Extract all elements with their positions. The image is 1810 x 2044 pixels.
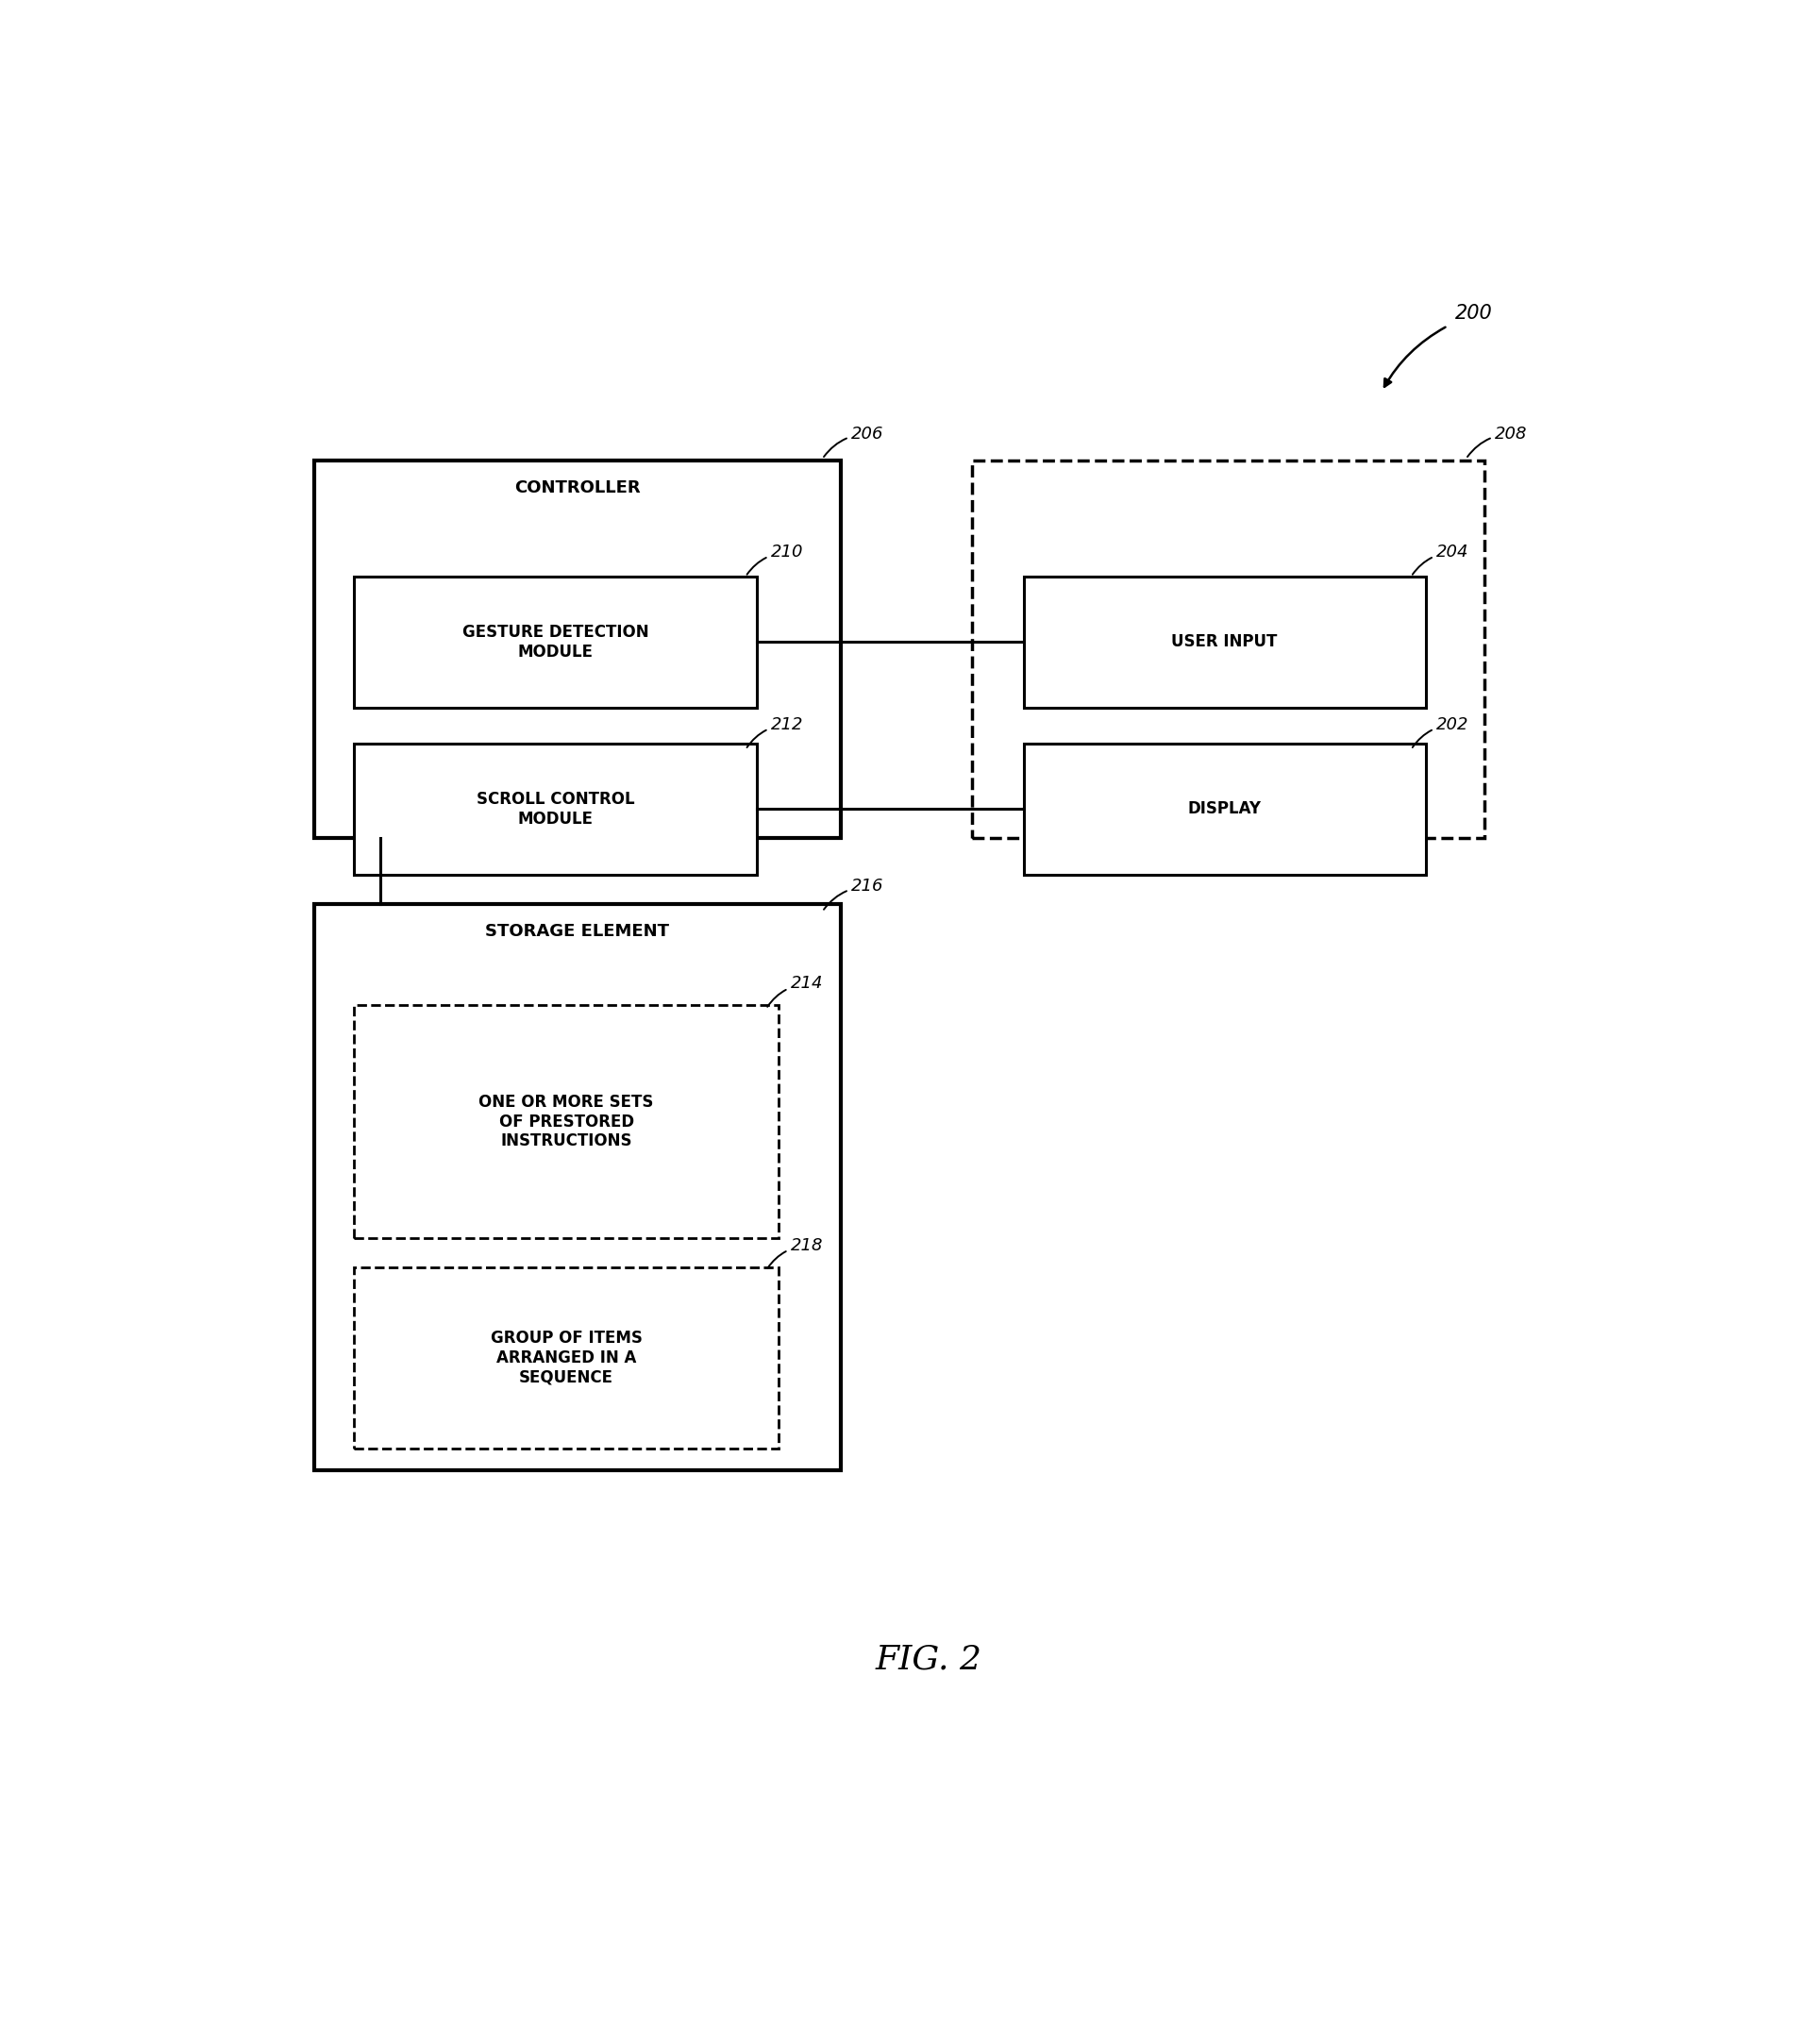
Text: FIG. 2: FIG. 2: [874, 1643, 981, 1676]
Text: 206: 206: [824, 425, 883, 456]
Text: 202: 202: [1412, 715, 1470, 748]
Text: CONTROLLER: CONTROLLER: [514, 480, 641, 497]
Bar: [1023, 744, 1426, 875]
Text: 214: 214: [767, 975, 824, 1008]
Bar: [355, 1267, 778, 1449]
Text: 200: 200: [1455, 303, 1493, 323]
Bar: [355, 576, 757, 707]
Text: GROUP OF ITEMS
ARRANGED IN A
SEQUENCE: GROUP OF ITEMS ARRANGED IN A SEQUENCE: [491, 1331, 643, 1386]
Text: 210: 210: [748, 544, 804, 574]
Bar: [355, 1006, 778, 1239]
Bar: [313, 460, 840, 838]
Text: SCROLL CONTROL
MODULE: SCROLL CONTROL MODULE: [476, 791, 635, 828]
Bar: [1023, 576, 1426, 707]
Text: USER INPUT: USER INPUT: [1171, 634, 1278, 650]
Bar: [355, 744, 757, 875]
Text: 204: 204: [1412, 544, 1470, 574]
Text: ONE OR MORE SETS
OF PRESTORED
INSTRUCTIONS: ONE OR MORE SETS OF PRESTORED INSTRUCTIO…: [480, 1094, 653, 1149]
Text: 208: 208: [1468, 425, 1528, 456]
Text: STORAGE ELEMENT: STORAGE ELEMENT: [485, 922, 670, 940]
Bar: [972, 460, 1484, 838]
Text: 212: 212: [748, 715, 804, 748]
Text: GESTURE DETECTION
MODULE: GESTURE DETECTION MODULE: [462, 623, 648, 660]
Text: 216: 216: [824, 879, 883, 910]
Text: DISPLAY: DISPLAY: [1187, 801, 1262, 818]
Text: 218: 218: [767, 1237, 824, 1269]
Bar: [313, 903, 840, 1470]
